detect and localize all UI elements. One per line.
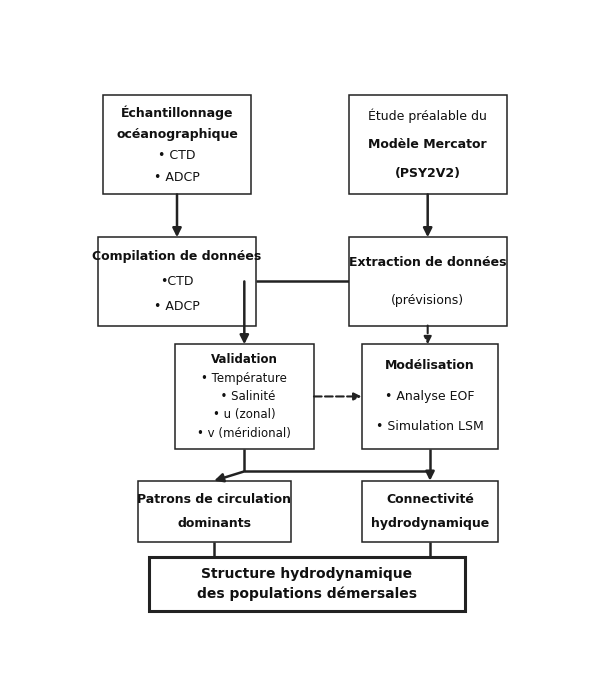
Text: (prévisions): (prévisions) — [391, 294, 464, 306]
Text: Connectivité: Connectivité — [386, 493, 474, 506]
FancyBboxPatch shape — [349, 95, 507, 195]
Text: Échantillonnage: Échantillonnage — [121, 106, 233, 120]
FancyBboxPatch shape — [175, 344, 314, 449]
Text: hydrodynamique: hydrodynamique — [371, 517, 489, 530]
Text: Structure hydrodynamique: Structure hydrodynamique — [201, 566, 413, 580]
FancyBboxPatch shape — [362, 344, 498, 449]
Text: Modélisation: Modélisation — [385, 359, 475, 373]
Text: Étude préalable du: Étude préalable du — [368, 109, 487, 124]
FancyBboxPatch shape — [138, 481, 291, 542]
Text: • Simulation LSM: • Simulation LSM — [376, 420, 484, 434]
Text: (PSY2V2): (PSY2V2) — [395, 167, 461, 180]
FancyBboxPatch shape — [103, 95, 252, 195]
FancyBboxPatch shape — [98, 237, 256, 325]
Text: • ADCP: • ADCP — [154, 171, 200, 183]
Text: • Salinité: • Salinité — [213, 390, 276, 403]
Text: • ADCP: • ADCP — [154, 300, 200, 313]
Text: Validation: Validation — [211, 353, 278, 366]
Text: • u (zonal): • u (zonal) — [213, 408, 276, 421]
Text: •CTD: •CTD — [161, 275, 193, 288]
Text: Patrons de circulation: Patrons de circulation — [137, 493, 291, 506]
Text: des populations démersales: des populations démersales — [197, 587, 417, 601]
Text: • Température: • Température — [201, 372, 288, 384]
FancyBboxPatch shape — [362, 481, 498, 542]
Text: • v (méridional): • v (méridional) — [198, 427, 291, 439]
FancyBboxPatch shape — [349, 237, 507, 325]
Text: dominants: dominants — [177, 517, 251, 530]
Text: • Analyse EOF: • Analyse EOF — [385, 390, 475, 403]
Text: Compilation de données: Compilation de données — [92, 250, 262, 263]
Text: • CTD: • CTD — [158, 149, 196, 162]
Text: Modèle Mercator: Modèle Mercator — [368, 138, 487, 152]
Text: Extraction de données: Extraction de données — [349, 256, 506, 269]
FancyBboxPatch shape — [149, 557, 465, 610]
Text: océanographique: océanographique — [116, 128, 238, 140]
